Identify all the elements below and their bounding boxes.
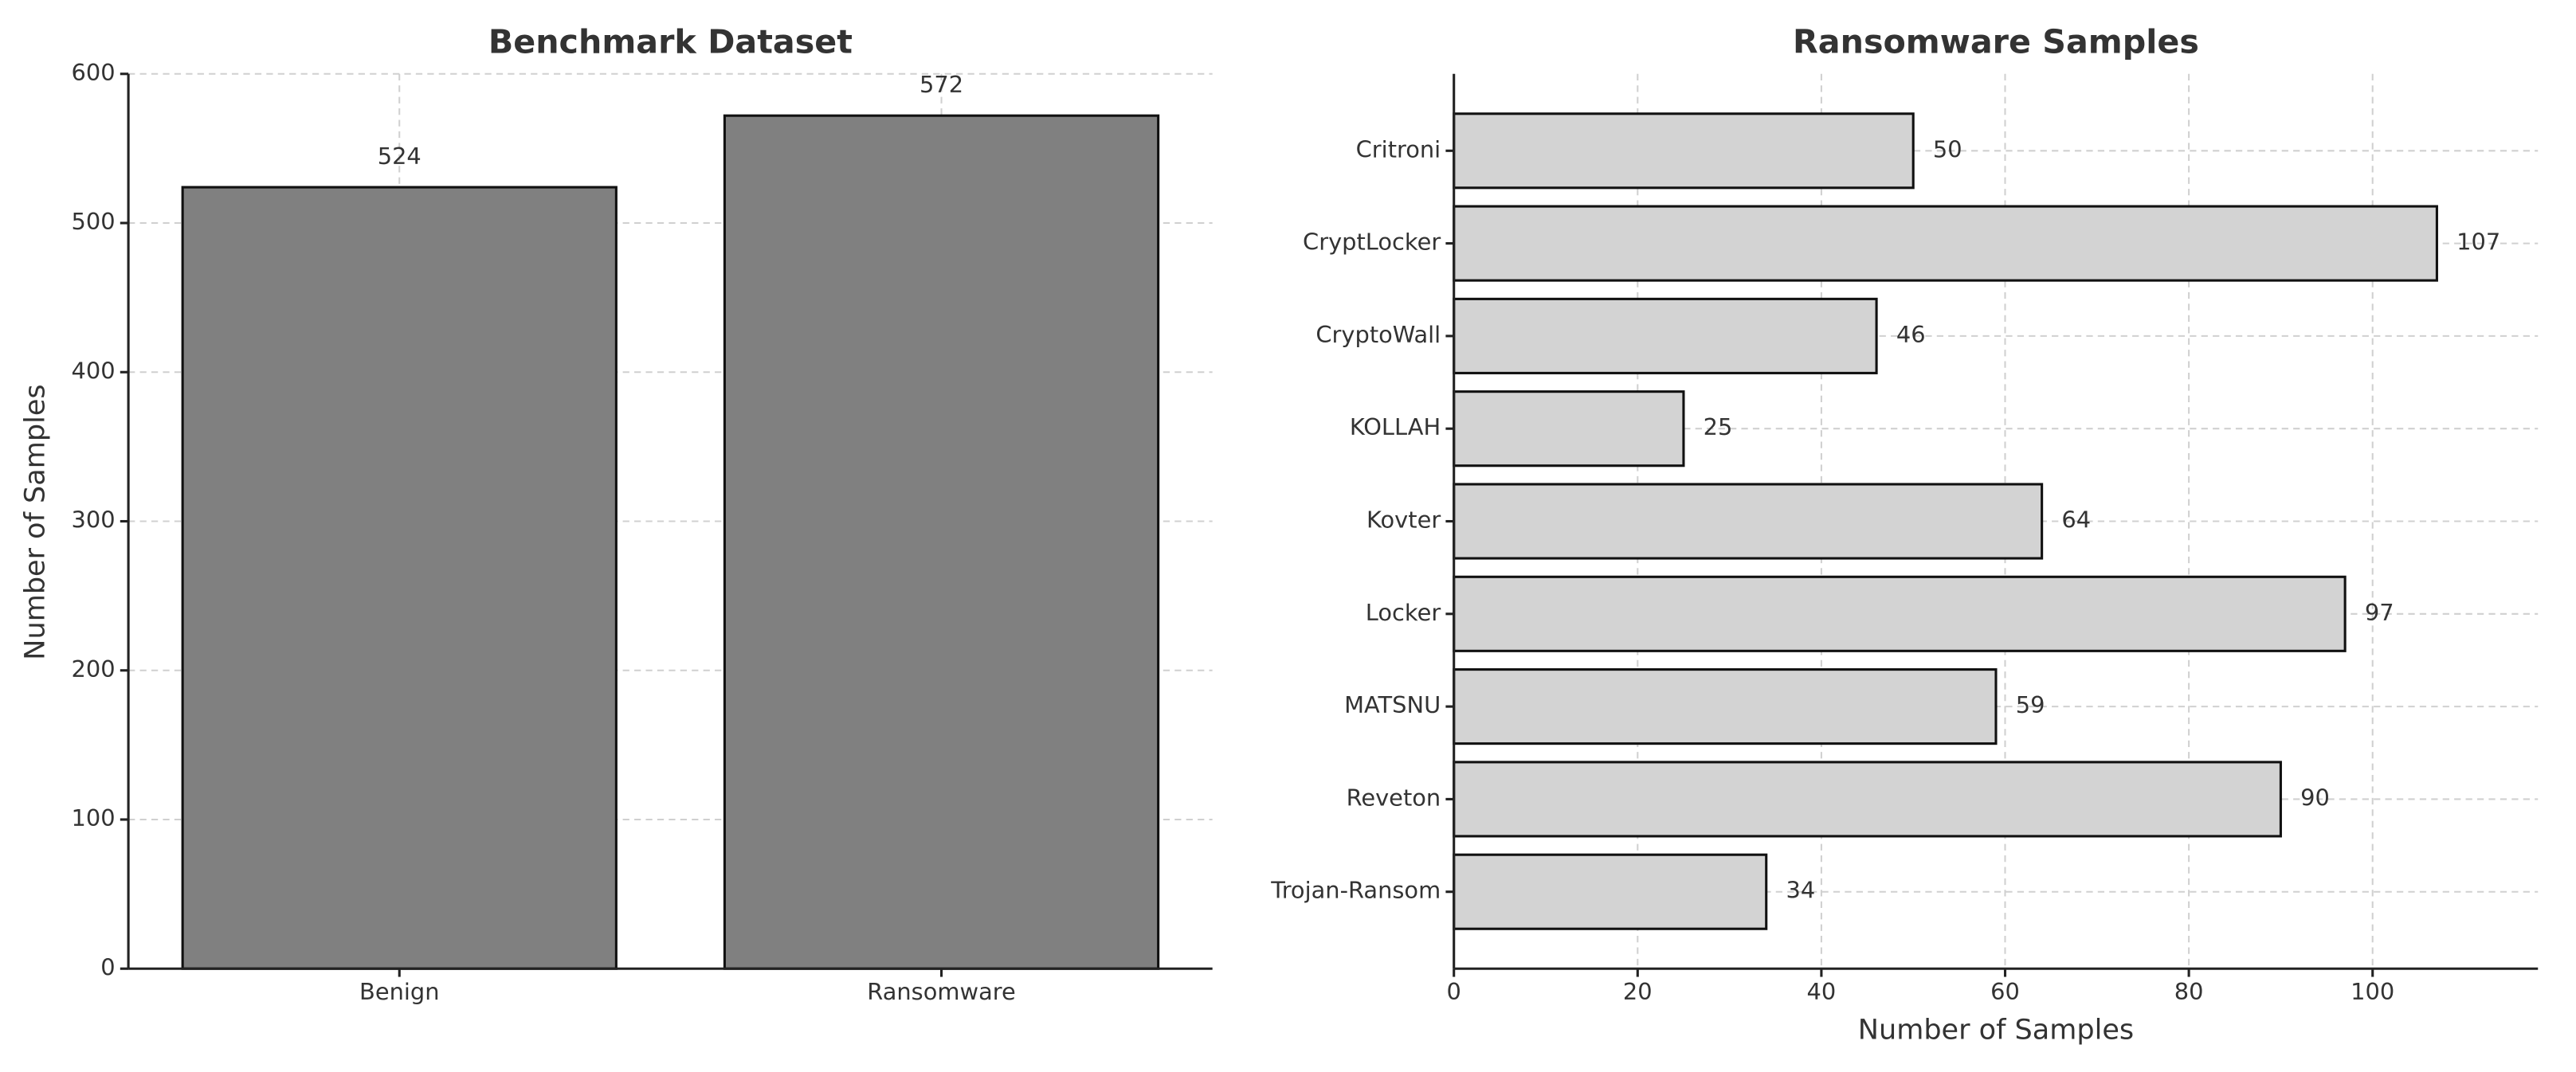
bar xyxy=(1453,483,2044,560)
y-tick-label: Critroni xyxy=(1356,135,1441,162)
x-tick-label: 20 xyxy=(1623,978,1653,1005)
y-tick-label: MATSNU xyxy=(1344,691,1441,718)
bar xyxy=(1453,390,1685,468)
x-tick-label: 60 xyxy=(1990,978,2020,1005)
y-axis-label: Number of Samples xyxy=(19,384,52,659)
y-tick-label: 600 xyxy=(72,59,116,86)
bar xyxy=(1453,297,1878,374)
y-tick-label: Trojan-Ransom xyxy=(1270,877,1441,904)
value-label: 107 xyxy=(2456,229,2500,256)
x-tick-label: Benign xyxy=(359,978,439,1005)
x-tick-label: 40 xyxy=(1807,978,1837,1005)
chart-title: Benchmark Dataset xyxy=(488,23,853,61)
value-label: 46 xyxy=(1896,321,1926,348)
y-tick-label: Kovter xyxy=(1366,507,1441,534)
y-tick-label: KOLLAH xyxy=(1350,413,1441,440)
chart-title: Ransomware Samples xyxy=(1793,23,2199,61)
y-tick-label: 500 xyxy=(72,208,116,235)
x-tick-label: 80 xyxy=(2174,978,2204,1005)
value-label: 34 xyxy=(1786,877,1815,904)
y-tick-label: Locker xyxy=(1366,599,1441,626)
value-label: 524 xyxy=(378,143,421,170)
value-label: 572 xyxy=(919,71,963,98)
value-label: 97 xyxy=(2365,599,2394,626)
bar xyxy=(1453,205,2438,282)
y-tick-label: 0 xyxy=(100,953,115,980)
bar xyxy=(723,114,1160,970)
x-tick-label: 0 xyxy=(1447,978,1461,1005)
x-axis-label: Number of Samples xyxy=(1858,1014,2134,1047)
value-label: 50 xyxy=(1933,135,1962,162)
bar xyxy=(1453,112,1915,190)
y-tick-label: CryptLocker xyxy=(1303,229,1441,256)
x-tick-label: 100 xyxy=(2351,978,2394,1005)
bar xyxy=(1453,668,1998,745)
y-tick-label: Reveton xyxy=(1347,784,1441,811)
y-tick-label: 300 xyxy=(72,507,116,534)
y-tick-label: 400 xyxy=(72,357,116,384)
value-label: 64 xyxy=(2061,507,2091,534)
bar xyxy=(181,186,618,970)
bar xyxy=(1453,575,2347,652)
y-tick-label: 100 xyxy=(72,804,116,831)
bar xyxy=(1453,761,2282,838)
value-label: 25 xyxy=(1704,413,1733,440)
bar xyxy=(1453,853,1768,930)
value-label: 90 xyxy=(2300,784,2330,811)
y-tick-label: CryptoWall xyxy=(1315,321,1441,348)
x-tick-label: Ransomware xyxy=(867,978,1015,1005)
y-tick-label: 200 xyxy=(72,655,116,683)
value-label: 59 xyxy=(2016,691,2045,718)
